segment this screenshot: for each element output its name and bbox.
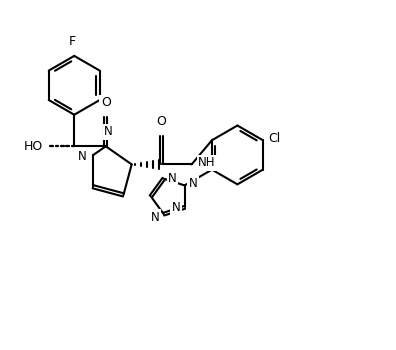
Text: N: N xyxy=(78,150,87,163)
Text: Cl: Cl xyxy=(268,132,280,145)
Text: N: N xyxy=(189,177,198,190)
Text: F: F xyxy=(69,35,76,48)
Text: O: O xyxy=(101,96,111,109)
Text: N: N xyxy=(151,210,160,224)
Text: N: N xyxy=(104,125,113,138)
Text: NH: NH xyxy=(198,156,215,169)
Text: O: O xyxy=(157,115,167,128)
Text: HO: HO xyxy=(24,140,43,153)
Text: N: N xyxy=(168,172,177,185)
Text: N: N xyxy=(171,201,180,214)
